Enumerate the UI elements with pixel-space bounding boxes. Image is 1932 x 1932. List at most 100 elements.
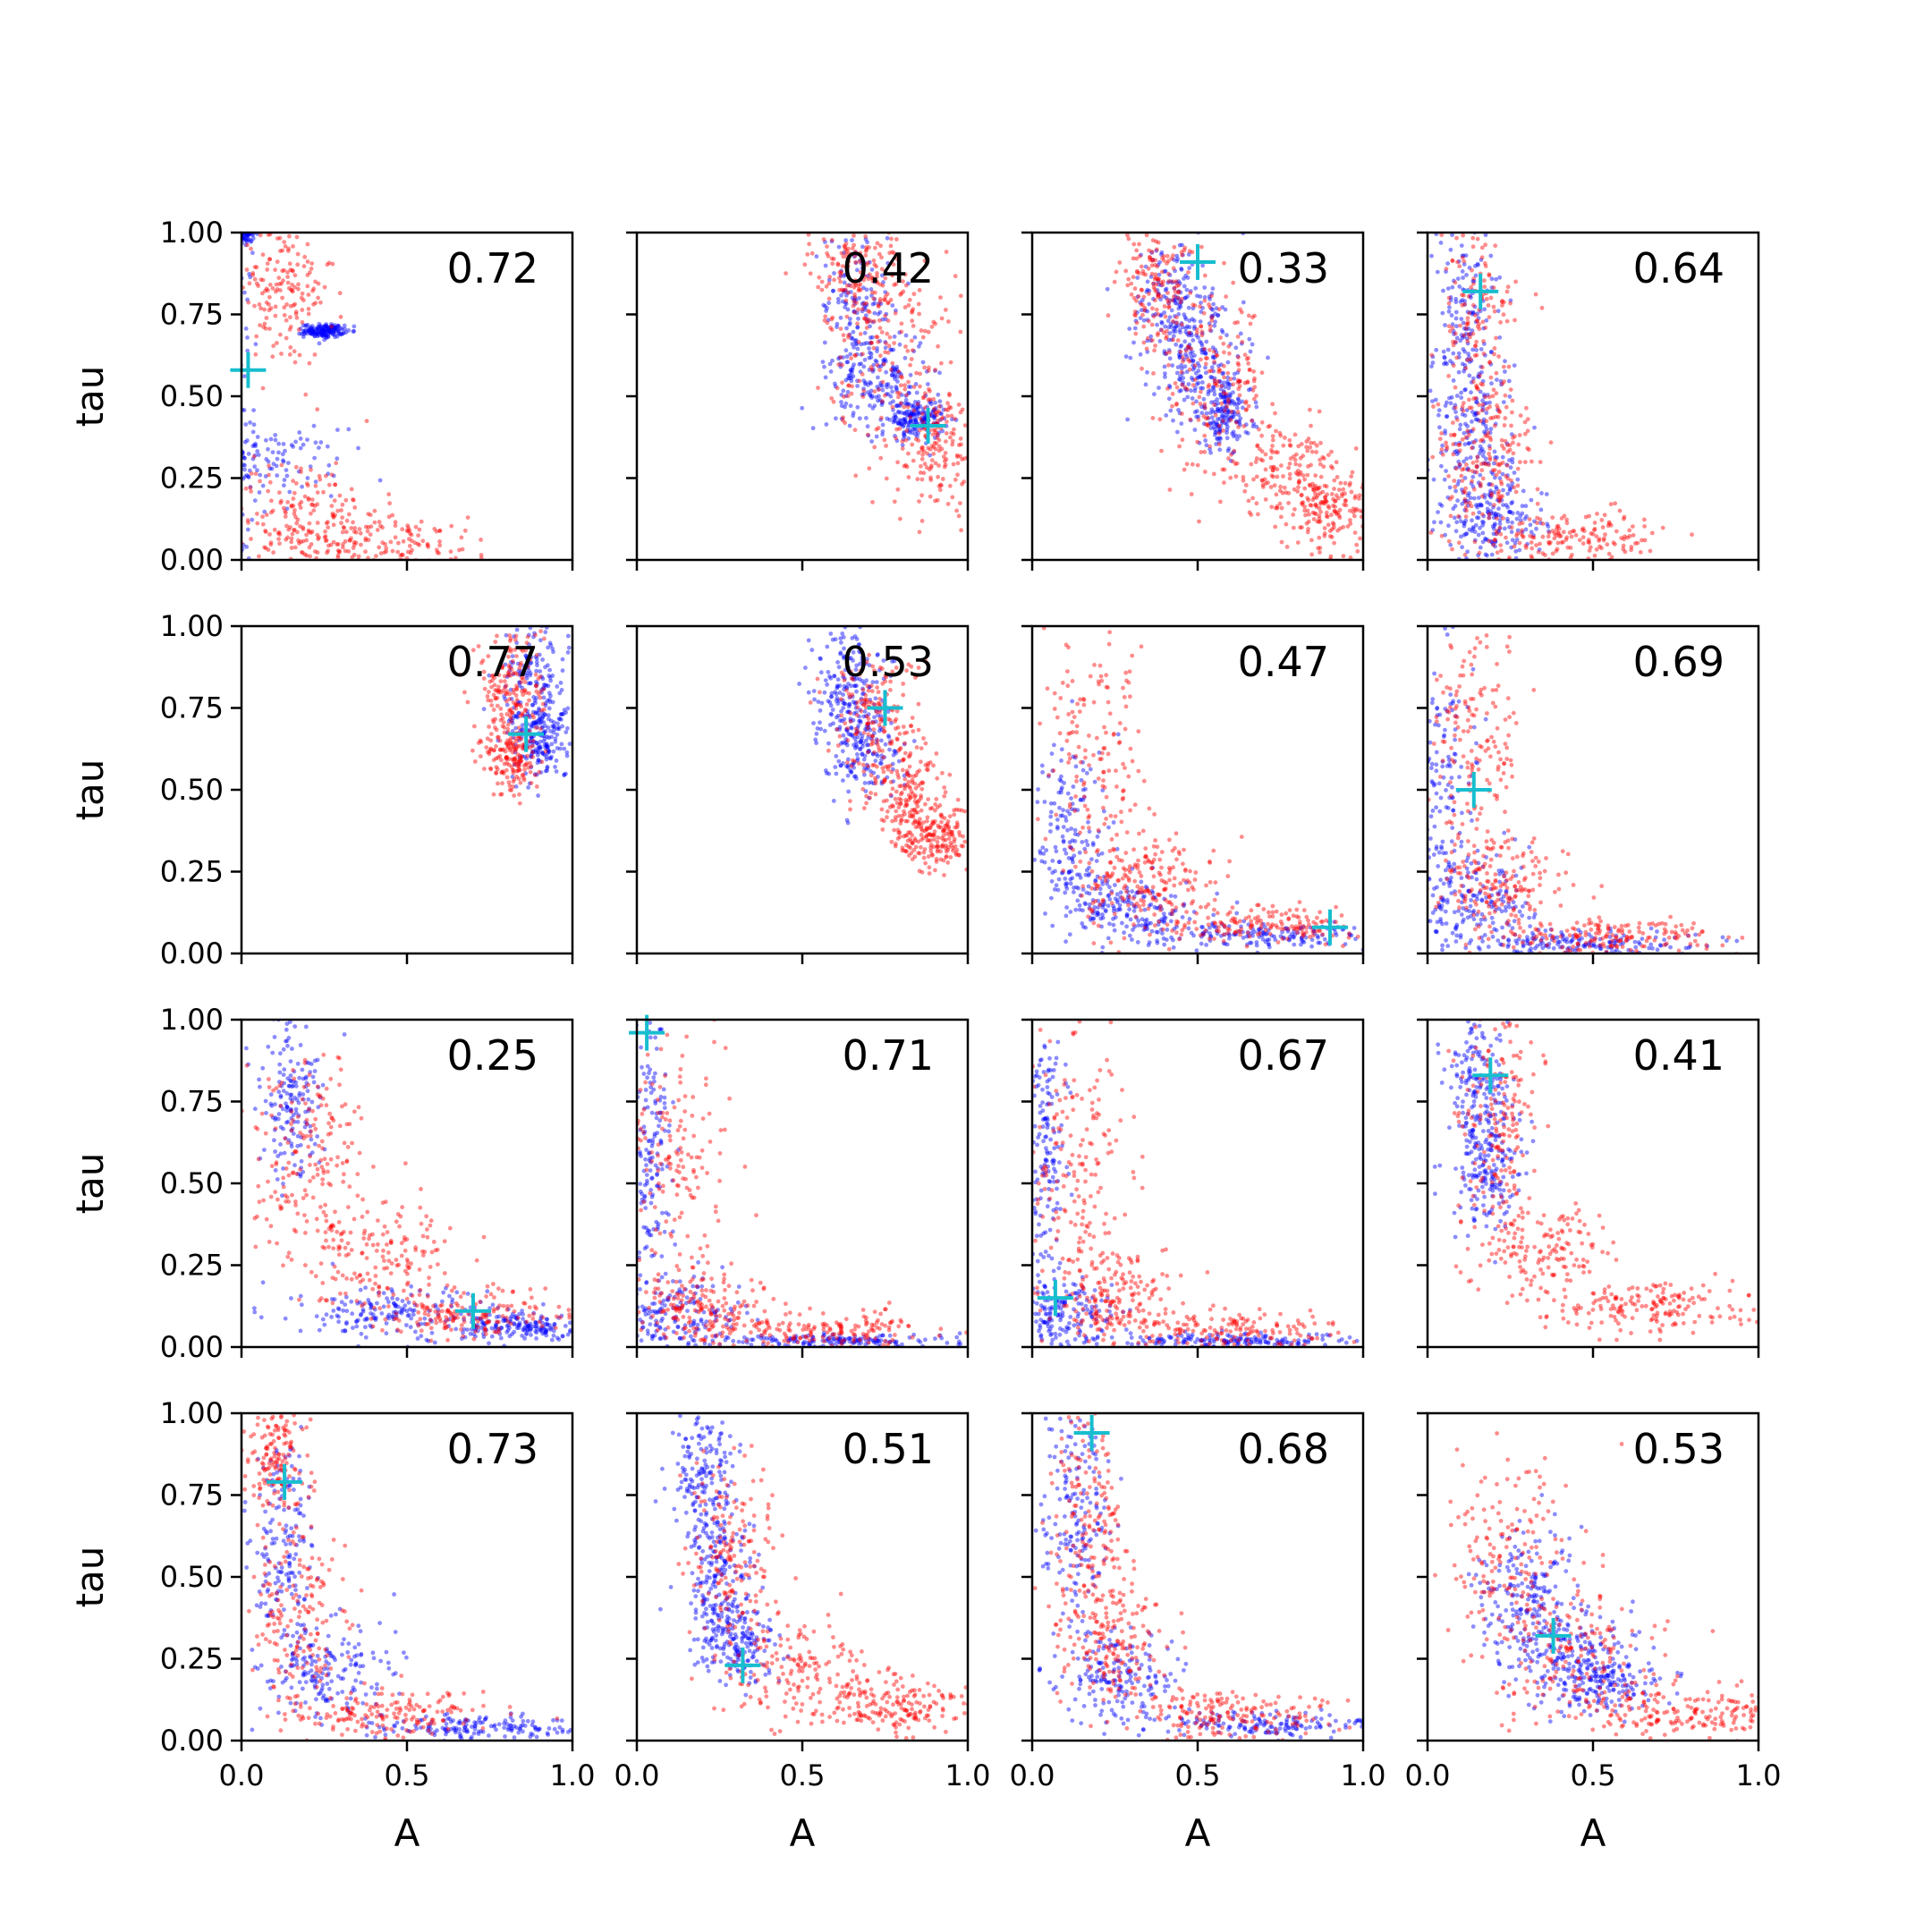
blue-point <box>1220 414 1225 419</box>
blue-point <box>547 674 552 678</box>
blue-point <box>1187 325 1192 330</box>
blue-point <box>1143 382 1148 387</box>
red-point <box>839 272 843 277</box>
red-point <box>268 306 274 310</box>
red-point <box>1472 343 1478 349</box>
blue-point <box>510 721 515 725</box>
blue-point <box>1186 345 1191 351</box>
blue-point <box>1453 465 1458 470</box>
blue-point <box>1474 348 1479 352</box>
blue-point <box>1488 350 1494 355</box>
blue-point <box>829 239 835 244</box>
red-point <box>819 279 825 284</box>
blue-point <box>547 675 553 680</box>
blue-point <box>906 409 911 414</box>
blue-point <box>848 352 853 357</box>
red-point <box>1334 493 1339 498</box>
blue-point <box>872 702 877 708</box>
blue-point <box>862 260 868 266</box>
blue-point <box>340 326 344 332</box>
red-point <box>1311 485 1316 490</box>
blue-point <box>565 725 570 731</box>
red-point <box>448 549 453 555</box>
blue-point <box>855 725 860 731</box>
red-point <box>1534 543 1538 547</box>
red-point <box>919 328 924 333</box>
red-point <box>318 300 323 305</box>
blue-point <box>1478 451 1482 456</box>
red-point <box>1324 510 1329 515</box>
red-point <box>487 750 492 754</box>
red-point <box>1199 333 1205 338</box>
blue-point <box>1525 541 1530 547</box>
blue-point <box>1231 390 1235 395</box>
blue-point <box>901 417 906 422</box>
red-point <box>1139 264 1144 269</box>
blue-point <box>853 298 859 303</box>
red-point <box>839 287 844 292</box>
blue-point <box>1225 375 1231 380</box>
blue-point <box>240 225 244 229</box>
red-point <box>839 250 844 256</box>
red-point <box>1516 442 1521 447</box>
red-point <box>408 531 412 536</box>
blue-point <box>908 417 913 422</box>
red-point <box>1460 255 1465 260</box>
blue-point <box>1462 476 1468 480</box>
blue-point <box>854 676 860 681</box>
blue-point <box>1468 455 1473 460</box>
blue-point <box>887 417 893 422</box>
red-point <box>892 283 897 287</box>
blue-point <box>1211 369 1216 374</box>
red-point <box>939 417 944 421</box>
blue-point <box>852 309 857 314</box>
blue-point <box>1218 386 1224 392</box>
blue-point <box>320 327 325 333</box>
blue-point <box>1491 526 1496 531</box>
red-point <box>263 326 268 331</box>
red-point <box>491 758 496 763</box>
blue-point <box>1156 278 1161 284</box>
red-point <box>1221 428 1225 433</box>
red-point <box>1460 292 1464 298</box>
blue-point <box>824 422 829 427</box>
blue-point <box>916 404 921 410</box>
blue-point <box>516 710 521 716</box>
blue-point <box>822 728 827 733</box>
blue-point <box>828 369 834 374</box>
red-point <box>1606 551 1612 556</box>
blue-point <box>1497 335 1503 340</box>
red-point <box>1178 300 1183 305</box>
blue-point <box>1504 540 1510 546</box>
blue-point <box>857 296 861 301</box>
red-point <box>1180 252 1184 258</box>
red-point <box>1515 483 1521 488</box>
blue-point <box>310 328 316 334</box>
red-point <box>294 234 300 240</box>
blue-point <box>332 326 337 330</box>
blue-point <box>1491 531 1496 537</box>
panel-value-label: 0.42 <box>843 244 934 292</box>
red-point <box>273 267 277 273</box>
red-point <box>1474 383 1479 388</box>
blue-point <box>1457 284 1462 289</box>
blue-point <box>1538 507 1544 513</box>
blue-point <box>1188 351 1193 356</box>
blue-point <box>234 235 239 240</box>
red-point <box>534 652 539 657</box>
blue-point <box>895 420 901 426</box>
blue-point <box>1179 421 1184 426</box>
red-point <box>296 538 301 543</box>
red-point <box>1479 438 1483 444</box>
blue-point <box>872 731 877 736</box>
blue-point <box>1214 350 1219 355</box>
blue-point <box>872 301 877 306</box>
blue-point <box>273 437 278 443</box>
blue-point <box>864 295 869 301</box>
blue-point <box>525 656 530 661</box>
blue-point <box>257 490 262 495</box>
blue-point <box>1194 399 1199 404</box>
blue-point <box>1523 527 1529 532</box>
blue-point <box>908 413 913 419</box>
red-point <box>287 261 292 267</box>
